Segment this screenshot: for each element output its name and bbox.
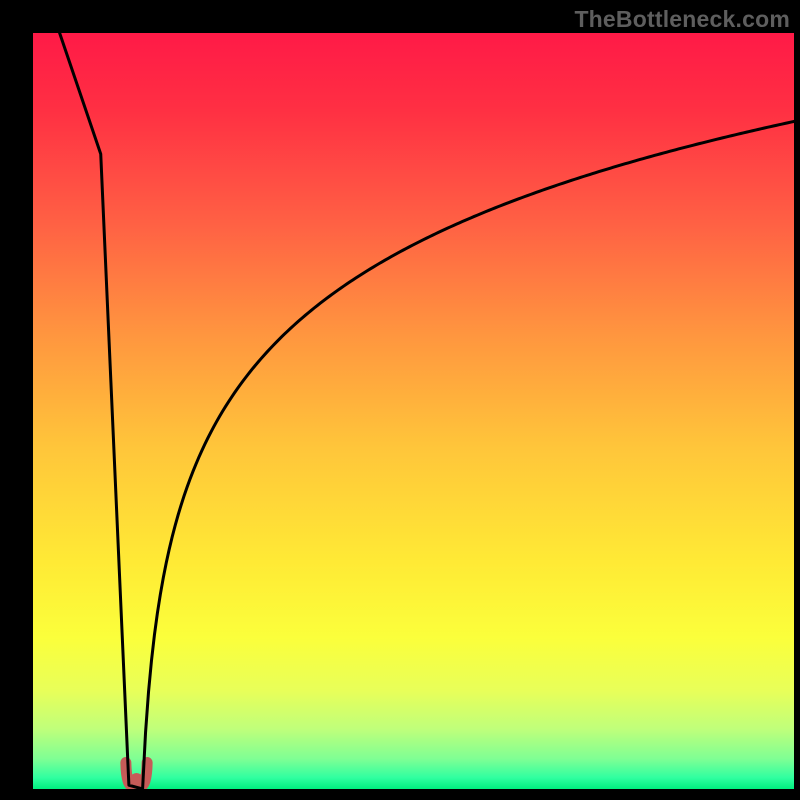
watermark-text: TheBottleneck.com [574,6,790,33]
plot-area [33,33,794,789]
canvas-root: TheBottleneck.com [0,0,800,800]
bottleneck-curve [60,33,794,789]
chart-svg [33,33,794,789]
